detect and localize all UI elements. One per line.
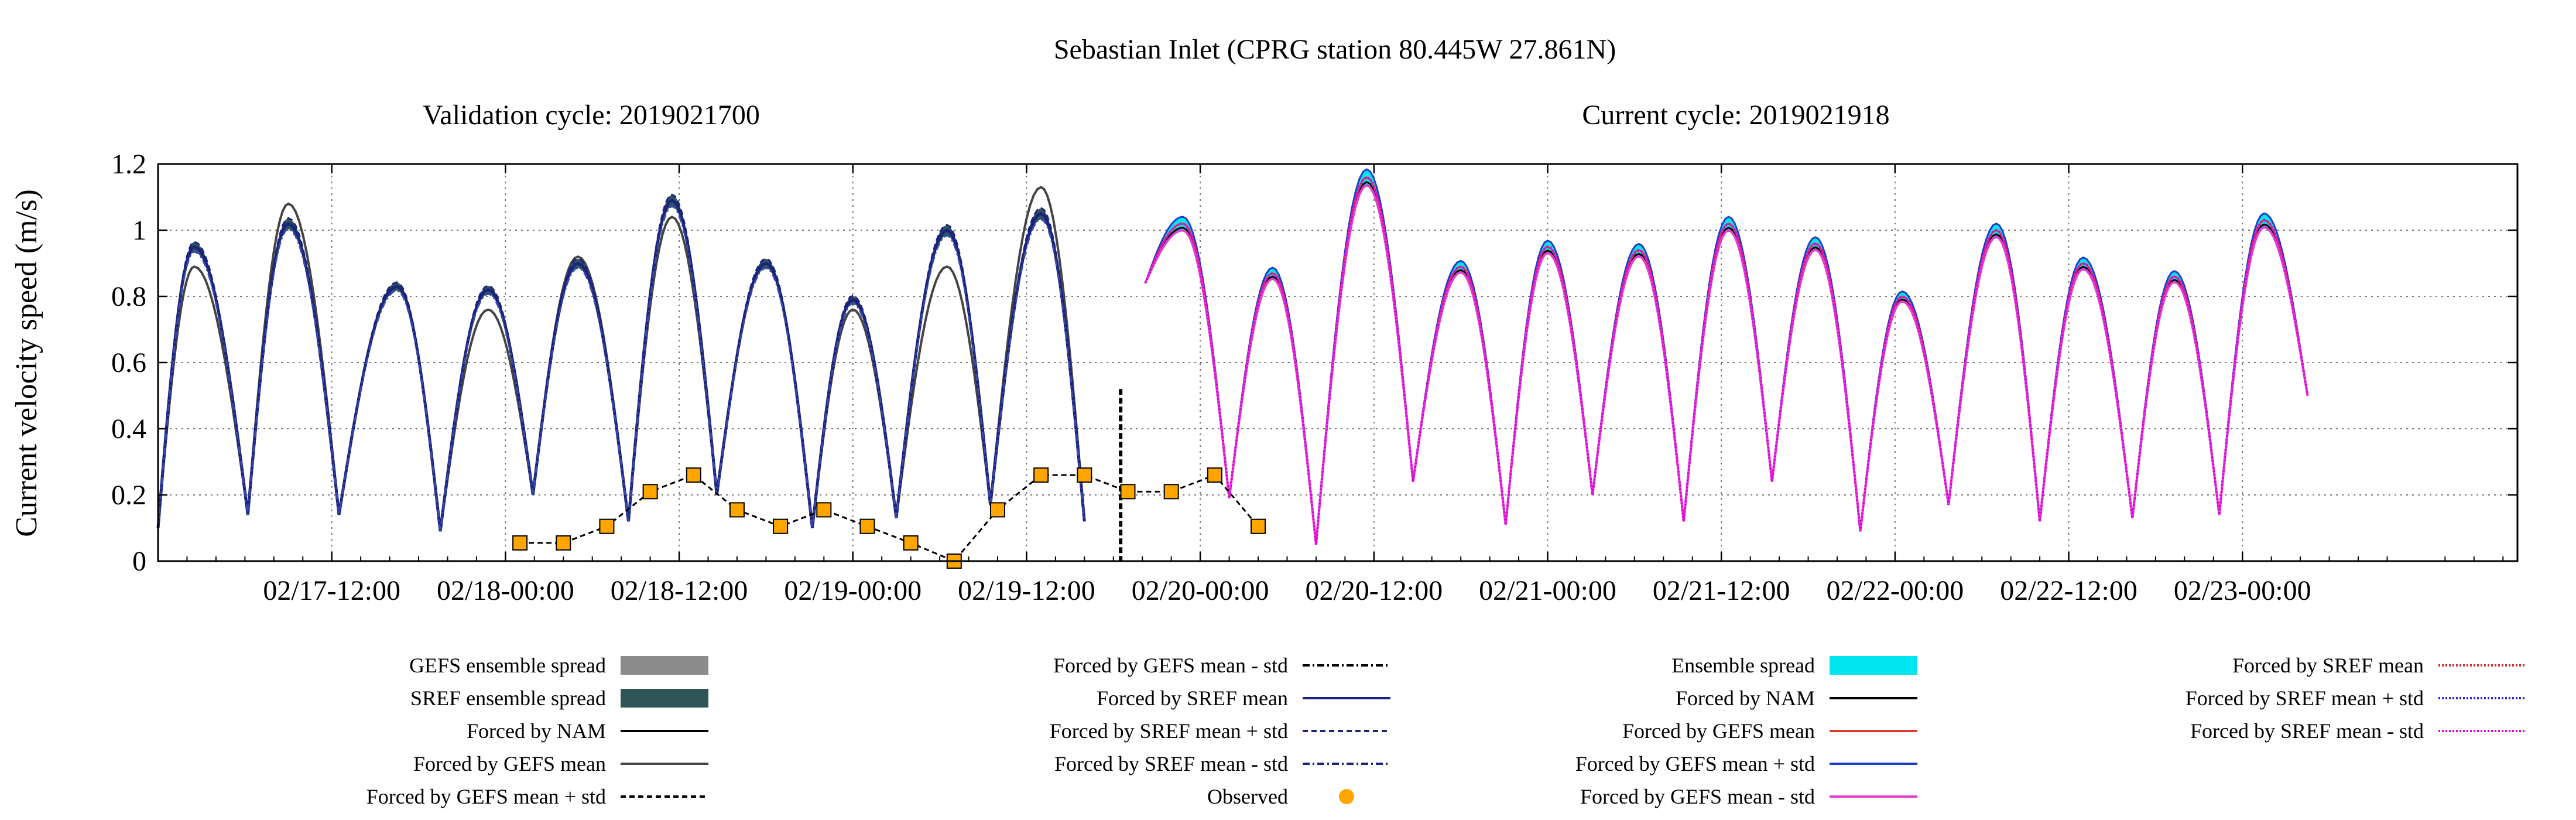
current-cycle-label: Current cycle: 2019021918 (1582, 100, 1889, 131)
sref-mean-minus-std-line (157, 205, 1085, 532)
observed-point (1207, 467, 1222, 483)
legend-swatch (1830, 656, 1917, 675)
legend-label: Forced by GEFS mean (1622, 719, 1815, 743)
legend-swatch (621, 656, 708, 675)
observed-point (859, 518, 875, 534)
y-tick-label: 0.6 (111, 347, 146, 378)
observed-point (989, 502, 1005, 518)
legend-label: Forced by GEFS mean + std (1575, 752, 1815, 775)
observed-point (1077, 467, 1092, 483)
observed-point (1033, 467, 1049, 483)
legend-label: Forced by SREF mean (1097, 686, 1288, 710)
gefs-mean-minus-std-current-line (1144, 183, 2309, 545)
observed-point (729, 502, 745, 518)
y-tick-label: 0.2 (111, 480, 146, 511)
chart-title: Sebastian Inlet (CPRG station 80.445W 27… (1054, 34, 1616, 65)
sref-mean-plus-std-line (157, 193, 1085, 532)
observed-point (642, 484, 658, 500)
observed-series (512, 467, 1266, 569)
plot-frame (157, 163, 2519, 562)
y-tick-label: 1 (132, 215, 146, 246)
y-tick-label: 0.4 (111, 414, 146, 445)
sref-mean-minus-std-current-line (1144, 176, 2309, 545)
x-tick-label: 02/19-12:00 (958, 575, 1095, 606)
legend-label: Forced by NAM (467, 719, 606, 743)
observed-point (556, 535, 571, 551)
validation-cycle-label: Validation cycle: 2019021700 (423, 100, 760, 131)
x-tick-label: 02/23-00:00 (2174, 575, 2311, 606)
x-tick-label: 02/20-00:00 (1132, 575, 1269, 606)
observed-point (1251, 518, 1266, 534)
x-tick-label: 02/19-00:00 (784, 575, 922, 606)
legend-label: Forced by NAM (1676, 686, 1815, 710)
sref-mean-line (156, 199, 1086, 532)
observed-point (686, 467, 701, 483)
x-tick-label: 02/22-00:00 (1827, 575, 1964, 606)
observed-point (1120, 484, 1136, 500)
legend-label: Forced by GEFS mean + std (366, 785, 606, 808)
legend-label: Forced by SREF mean + std (2186, 686, 2424, 710)
legend-label: GEFS ensemble spread (409, 654, 606, 677)
legend-label: Forced by SREF mean - std (1054, 752, 1288, 775)
legend: GEFS ensemble spread SREF ensemble spread… (366, 654, 2526, 808)
legend-label: Ensemble spread (1671, 654, 1815, 677)
observed-point (512, 535, 528, 551)
legend-label: Forced by SREF mean + std (1050, 719, 1288, 743)
y-tick-label: 0 (132, 546, 146, 577)
y-tick-label: 0.8 (111, 281, 146, 312)
legend-label: SREF ensemble spread (410, 686, 606, 710)
x-tick-label: 02/20-12:00 (1305, 575, 1443, 606)
series (156, 168, 2309, 561)
y-tick-label: 1.2 (111, 149, 146, 180)
legend-label: Observed (1207, 785, 1288, 808)
legend-swatch (1339, 789, 1354, 804)
legend-label: Forced by SREF mean (2232, 654, 2424, 677)
x-tick-label: 02/17-12:00 (263, 575, 400, 606)
axes: 0 0.2 0.4 0.6 0.8 1 1.2 02/17-12:00 02/18-00:00 0… (111, 149, 2519, 606)
x-tick-label: 02/21-12:00 (1653, 575, 1790, 606)
legend-swatch (621, 689, 708, 708)
observed-point (903, 535, 919, 551)
x-tick-label: 02/18-12:00 (611, 575, 748, 606)
legend-label: Forced by GEFS mean - std (1053, 654, 1288, 677)
observed-point (1163, 484, 1179, 500)
observed-point (599, 518, 615, 534)
legend-label: Forced by GEFS mean - std (1580, 785, 1815, 808)
x-tick-label: 02/21-00:00 (1479, 575, 1616, 606)
legend-label: Forced by SREF mean - std (2190, 719, 2424, 743)
observed-point (773, 518, 789, 534)
nam-forced-line (1144, 180, 2308, 545)
x-tick-label: 02/18-00:00 (437, 575, 574, 606)
x-tick-label: 02/22-12:00 (2000, 575, 2137, 606)
y-axis-label: Current velocity speed (m/s) (10, 189, 43, 537)
legend-label: Forced by GEFS mean (413, 752, 606, 775)
observed-point (816, 502, 832, 518)
